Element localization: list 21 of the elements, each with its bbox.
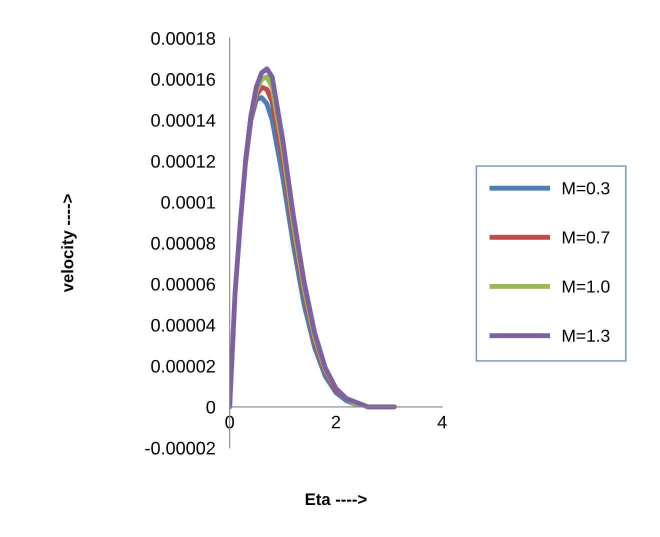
y-tick-label: -0.00002 (145, 442, 215, 455)
x-axis-title: Eta ----> (306, 494, 367, 506)
y-tick-label: 0.00006 (151, 278, 216, 291)
line-series (230, 66, 397, 410)
y-tick-label: 0 (206, 400, 216, 414)
y-tick-label: 0.00008 (151, 236, 216, 250)
legend-label: M=1.0 (562, 280, 610, 293)
y-tick-label: 0.00018 (151, 32, 216, 45)
y-tick-label: 0.00014 (151, 114, 216, 127)
legend-label: M=0.7 (562, 231, 610, 244)
x-tick-label: 0 (225, 416, 234, 428)
x-tick-label: 4 (438, 416, 447, 428)
y-axis-title: velocity ----> (61, 194, 77, 292)
y-tick-label: 0.0001 (161, 196, 215, 209)
y-tick-label: 0.00016 (151, 73, 216, 86)
y-tick-label: 0.00004 (151, 318, 216, 332)
y-tick-label: 0.00012 (151, 154, 215, 168)
legend-label: M=0.3 (562, 182, 610, 194)
y-tick-label: 0.00002 (151, 360, 215, 373)
legend-label: M=1.3 (562, 330, 610, 342)
x-tick-label: 2 (332, 416, 340, 428)
